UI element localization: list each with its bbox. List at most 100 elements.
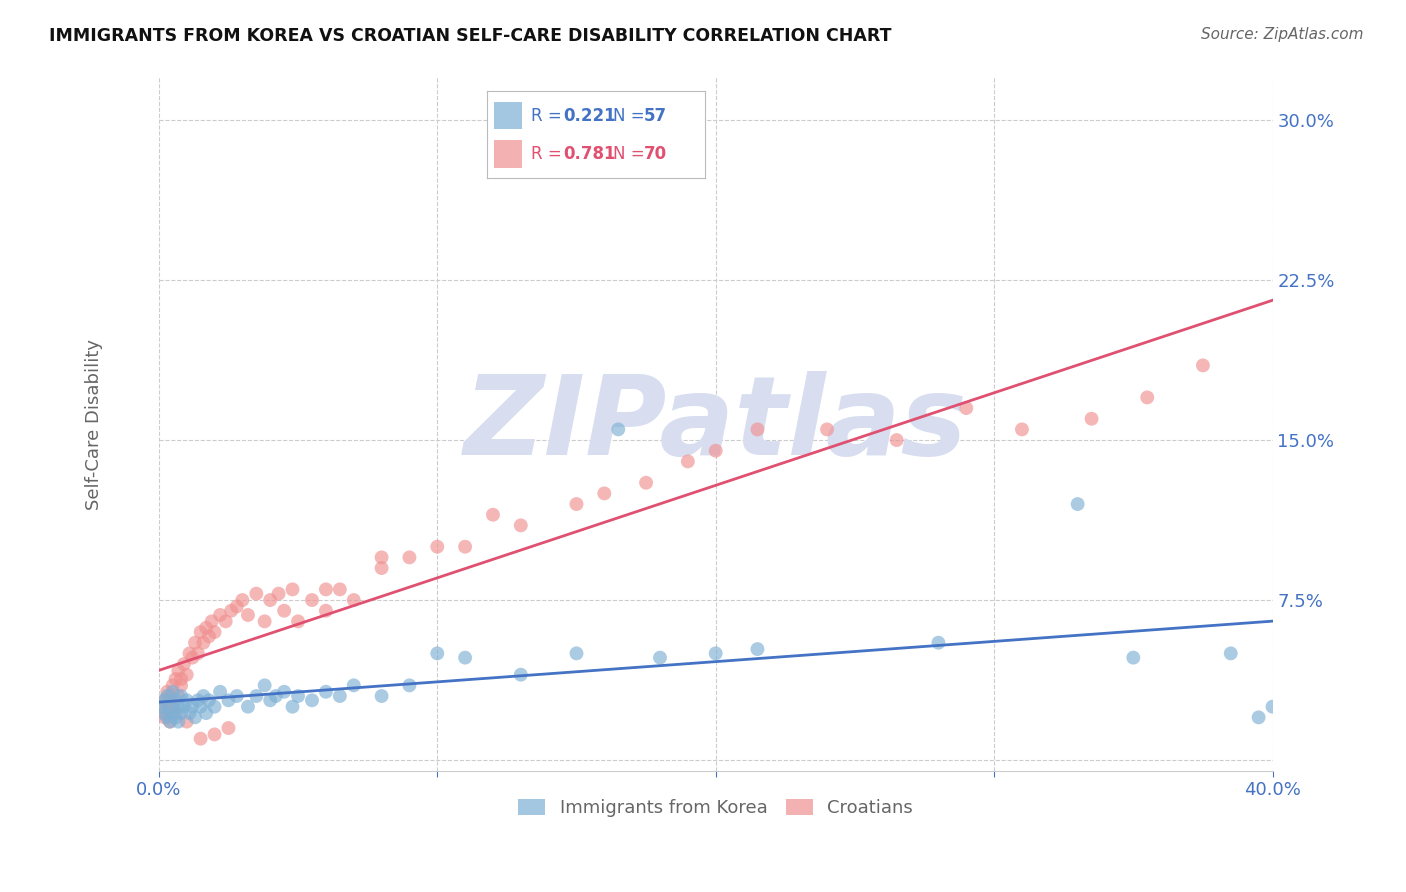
Point <box>1219 646 1241 660</box>
Point <box>454 650 477 665</box>
Point <box>343 593 366 607</box>
Point <box>204 727 226 741</box>
Point <box>176 714 198 729</box>
Y-axis label: Self-Care Disability: Self-Care Disability <box>86 339 103 509</box>
Point <box>398 678 420 692</box>
Point <box>815 422 838 436</box>
Point <box>209 685 232 699</box>
Point <box>273 685 295 699</box>
Point <box>259 693 281 707</box>
Point <box>156 685 179 699</box>
Point <box>162 699 184 714</box>
Point <box>179 706 201 720</box>
Point <box>162 706 184 720</box>
Point <box>217 693 239 707</box>
Point <box>301 593 323 607</box>
Point <box>153 710 176 724</box>
Point <box>190 731 212 746</box>
Point <box>281 699 304 714</box>
Point <box>1261 699 1284 714</box>
Point <box>150 706 173 720</box>
Point <box>187 693 209 707</box>
Point <box>329 582 352 597</box>
Point <box>704 443 727 458</box>
Point <box>184 636 207 650</box>
Point <box>676 454 699 468</box>
Point <box>315 604 337 618</box>
Point <box>165 710 187 724</box>
Point <box>167 714 190 729</box>
Point <box>565 497 588 511</box>
Point <box>173 657 195 671</box>
Point <box>253 678 276 692</box>
Point <box>225 599 247 614</box>
Point <box>167 689 190 703</box>
Point <box>245 587 267 601</box>
Point <box>156 710 179 724</box>
Point <box>1066 497 1088 511</box>
Point <box>195 706 218 720</box>
Point <box>281 582 304 597</box>
Point <box>190 699 212 714</box>
Point <box>287 689 309 703</box>
Point <box>167 699 190 714</box>
Point <box>301 693 323 707</box>
Point <box>231 593 253 607</box>
Point <box>150 699 173 714</box>
Point <box>162 685 184 699</box>
Point <box>315 582 337 597</box>
Point <box>165 693 187 707</box>
Point <box>209 607 232 622</box>
Point <box>201 615 224 629</box>
Point <box>153 693 176 707</box>
Point <box>225 689 247 703</box>
Point <box>482 508 505 522</box>
Point <box>204 625 226 640</box>
Point <box>159 689 181 703</box>
Point <box>153 693 176 707</box>
Point <box>370 561 392 575</box>
Point <box>162 678 184 692</box>
Point <box>509 518 531 533</box>
Point <box>454 540 477 554</box>
Point <box>159 699 181 714</box>
Point <box>153 706 176 720</box>
Point <box>170 706 193 720</box>
Point <box>1136 391 1159 405</box>
Point <box>170 689 193 703</box>
Point <box>1122 650 1144 665</box>
Point <box>159 714 181 729</box>
Point <box>181 699 204 714</box>
Point <box>370 689 392 703</box>
Point <box>636 475 658 490</box>
Point <box>509 667 531 681</box>
Point <box>747 422 769 436</box>
Point <box>704 646 727 660</box>
Point <box>1192 359 1215 373</box>
Point <box>343 678 366 692</box>
Point <box>198 629 221 643</box>
Point <box>198 693 221 707</box>
Point <box>426 646 449 660</box>
Text: ZIPatlas: ZIPatlas <box>464 370 967 477</box>
Point <box>162 699 184 714</box>
Point <box>273 604 295 618</box>
Point <box>165 672 187 686</box>
Point <box>167 664 190 678</box>
Point <box>215 615 238 629</box>
Point <box>264 689 287 703</box>
Point <box>181 650 204 665</box>
Point <box>370 550 392 565</box>
Point <box>565 646 588 660</box>
Point <box>236 607 259 622</box>
Point <box>179 646 201 660</box>
Point <box>259 593 281 607</box>
Point <box>927 636 949 650</box>
Point <box>607 422 630 436</box>
Point <box>176 667 198 681</box>
Point <box>184 710 207 724</box>
Point <box>170 672 193 686</box>
Point <box>193 689 215 703</box>
Point <box>204 699 226 714</box>
Point <box>193 636 215 650</box>
